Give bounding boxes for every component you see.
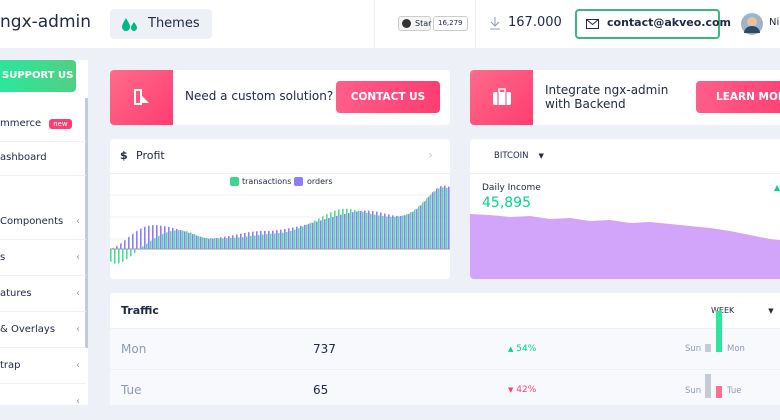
menu-label: atures xyxy=(0,288,32,299)
menu-label: s xyxy=(0,252,6,263)
theme-icon xyxy=(122,18,137,31)
traffic-row: Tue 65 ▼ 42% Sun Tue xyxy=(110,370,780,405)
menu-item[interactable]: & Overlays ‹ xyxy=(0,312,86,348)
bar-current xyxy=(716,311,722,352)
currency-select[interactable]: BITCOIN ▼ xyxy=(494,151,544,161)
promo-text: Integrate ngx-admin with Backend xyxy=(545,83,669,111)
divider xyxy=(374,0,375,48)
divider xyxy=(475,0,476,48)
value: 65 xyxy=(313,383,329,397)
badge: new xyxy=(49,119,72,129)
profit-card: $ Profit › transactions orders xyxy=(110,139,450,279)
header: ngx-admin Themes Star 16,279 167.000 con… xyxy=(0,0,780,48)
day: Mon xyxy=(121,342,147,356)
promo-text: Need a custom solution? xyxy=(185,89,334,103)
sidebar: SUPPORT US mmerce new ashboard Components… xyxy=(0,60,88,407)
bar-current xyxy=(716,386,722,398)
promo-icon xyxy=(470,70,533,125)
profit-chart xyxy=(110,185,450,264)
user-name: Nic xyxy=(769,17,780,28)
currency: BITCOIN xyxy=(494,151,529,161)
chevron: ‹ xyxy=(76,252,80,263)
menu-item[interactable]: s ‹ xyxy=(0,240,86,276)
period-select[interactable]: WEEK ▼ xyxy=(711,306,774,315)
star-label: Star xyxy=(415,19,432,28)
chevron: ‹ xyxy=(76,396,80,407)
menu-item[interactable]: atures ‹ xyxy=(0,276,86,312)
income-label: Daily Income xyxy=(482,183,541,193)
promo-card: Integrate ngx-admin with Backend LEARN M… xyxy=(470,70,780,125)
learn-button[interactable]: LEARN MORE xyxy=(696,81,780,113)
day: Tue xyxy=(121,383,142,397)
profit-title: Profit xyxy=(136,149,165,162)
delta: ▼ 42% xyxy=(508,385,537,395)
menu-label: trap xyxy=(0,360,21,371)
value: 737 xyxy=(313,342,336,356)
divider xyxy=(470,173,780,174)
promo-icon xyxy=(110,70,173,125)
traffic-row: Mon 737 ▲ 54% Sun Mon xyxy=(110,311,780,369)
icon xyxy=(493,88,511,105)
delta: ▲ 54% xyxy=(508,344,537,354)
menu-item[interactable]: ashboard xyxy=(0,140,86,176)
chevron: ‹ xyxy=(76,216,80,227)
legend-swatch xyxy=(294,177,303,186)
brand[interactable]: ngx-admin xyxy=(0,12,92,32)
delta-text: 54% xyxy=(516,344,537,354)
period: WEEK xyxy=(711,306,735,315)
legend-swatch xyxy=(230,177,239,186)
menu-label: mmerce xyxy=(0,118,42,129)
chevron[interactable]: › xyxy=(428,148,433,162)
mail-icon xyxy=(586,19,599,29)
email-button[interactable]: contact@akveo.com xyxy=(575,9,731,39)
trend-arrow: ▲ xyxy=(774,183,780,192)
star-count[interactable]: 16,279 xyxy=(433,16,468,31)
profit-icon: $ xyxy=(120,149,128,162)
menu-label: ashboard xyxy=(0,152,47,163)
income-value: 45,895 xyxy=(482,195,531,211)
github-icon xyxy=(402,19,411,28)
bitcoin-card: BITCOIN ▼ Daily Income 45,895 ▲ xyxy=(470,139,780,279)
theme-label: Themes xyxy=(148,16,200,31)
compare-label: Tue xyxy=(727,386,742,396)
scrollbar xyxy=(85,98,88,348)
menu-label: Components xyxy=(0,216,64,227)
theme-select[interactable]: Themes xyxy=(110,9,212,39)
download-icon xyxy=(490,17,500,30)
email: contact@akveo.com xyxy=(607,16,732,29)
legend-label: transactions xyxy=(242,177,292,186)
chevron: ‹ xyxy=(76,324,80,335)
menu-item[interactable]: trap ‹ xyxy=(0,348,86,384)
downloads: 167.000 xyxy=(508,15,562,30)
contact-button[interactable]: CONTACT US xyxy=(336,81,440,113)
compare-label: Sun xyxy=(685,344,702,354)
compare-label: Sun xyxy=(685,386,702,396)
github-star[interactable]: Star xyxy=(398,16,431,31)
delta-text: 42% xyxy=(516,385,537,395)
menu-item[interactable]: mmerce new xyxy=(0,106,86,142)
legend-label: orders xyxy=(307,177,333,186)
income-chart xyxy=(470,214,780,279)
chevron: ‹ xyxy=(76,288,80,299)
page: ngx-admin Themes Star 16,279 167.000 con… xyxy=(0,0,780,407)
icon xyxy=(134,89,149,105)
traffic-card: Traffic WEEK ▼ Mon 737 ▲ 54% Sun Mon Tue … xyxy=(110,293,780,405)
support-button[interactable]: SUPPORT US xyxy=(0,60,76,92)
chevron: ‹ xyxy=(76,360,80,371)
avatar[interactable] xyxy=(741,13,763,35)
bar-prev xyxy=(705,374,711,398)
traffic-title: Traffic xyxy=(121,304,159,317)
menu-item[interactable]: ‹ xyxy=(0,384,86,420)
divider xyxy=(110,369,780,370)
promo-card: Need a custom solution? CONTACT US xyxy=(110,70,450,125)
menu-label: & Overlays xyxy=(0,324,56,335)
bar-prev xyxy=(705,344,711,352)
compare-label: Mon xyxy=(727,344,745,354)
divider xyxy=(110,328,780,329)
divider xyxy=(110,173,450,174)
menu-item[interactable]: Components ‹ xyxy=(0,204,86,240)
